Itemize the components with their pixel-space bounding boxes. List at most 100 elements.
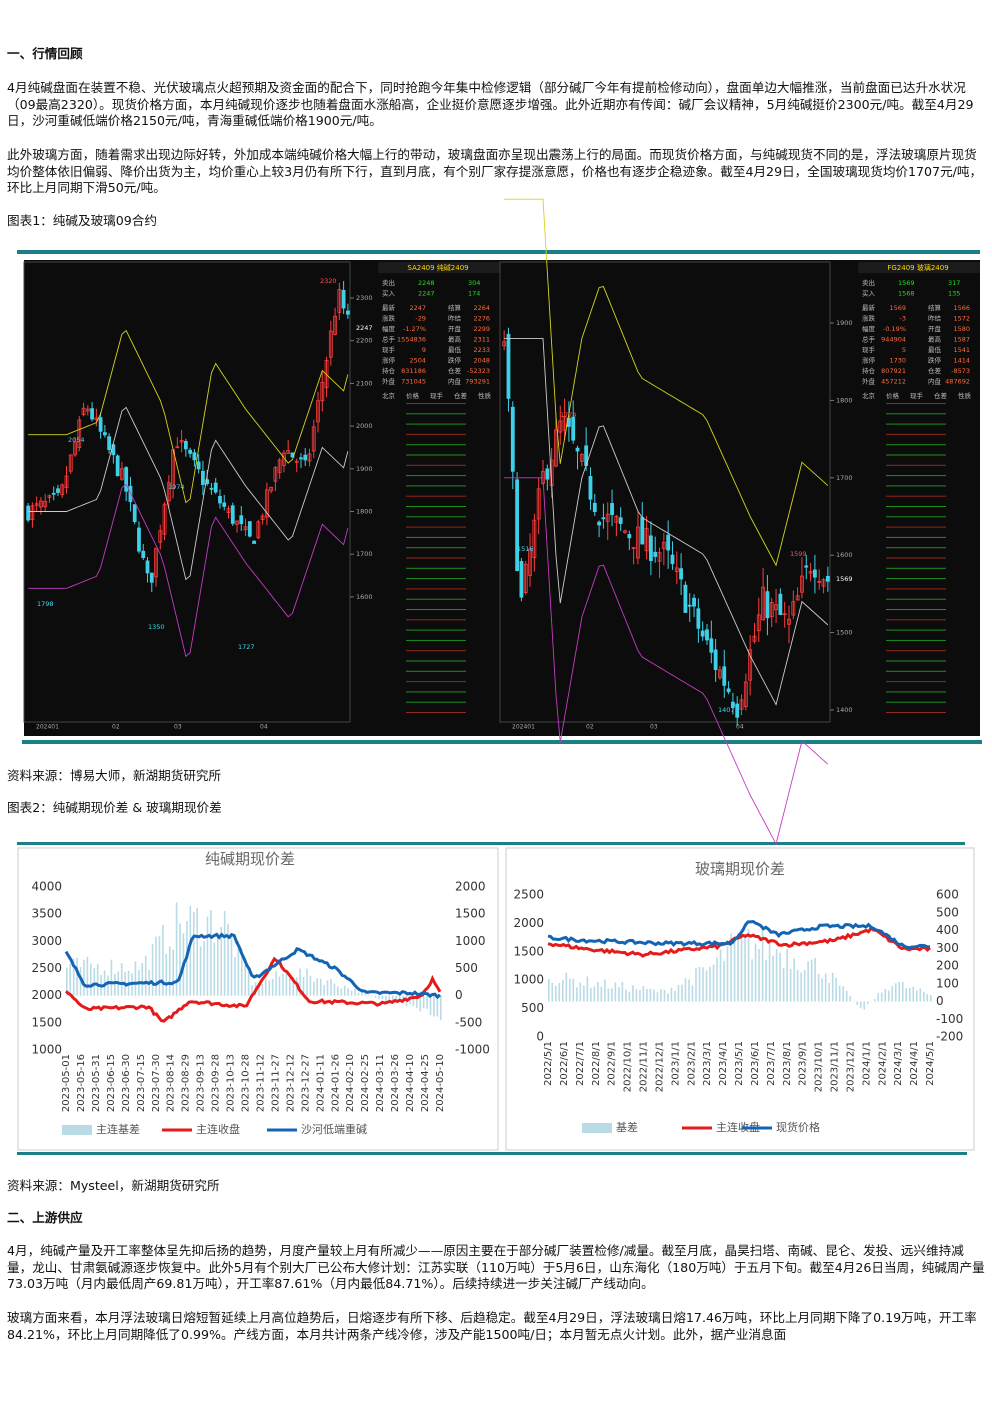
candle [510,406,515,472]
x-tick-label: 03 [650,724,658,731]
candle [264,489,269,518]
bar [364,993,367,996]
candle [43,500,48,508]
quote-cell: 持仓 [862,366,876,375]
candle [804,565,809,568]
candle [636,526,640,559]
bar [110,959,113,996]
quote-cell: 买入 [382,290,396,298]
legend-swatch [62,1125,92,1135]
candle [709,638,714,653]
x-tick-label: 2024-04-25 [420,1054,431,1112]
candle [657,552,662,562]
bar [859,1001,862,1009]
bar [716,957,718,1002]
x-tick-label: 2023-05-01 [61,1054,72,1112]
tick-row [886,526,946,528]
bar [268,980,271,996]
candle [502,341,507,347]
quote-cell: 793291 [465,378,490,386]
x-tick-label: 2024/3/1 [893,1041,904,1086]
bar [69,963,72,996]
chart-title: 玻璃期现价差 [695,860,785,878]
x-tick-label: 2024-04-10 [405,1054,416,1112]
candle [273,467,278,482]
bar [158,936,161,996]
bar [196,908,198,996]
bar [144,955,147,996]
paragraph: 玻璃方面来看，本月浮法玻璃日熔短暂延续上月高位趋势后，日熔逐步有所下移、后趋稳定… [7,1310,977,1342]
line [65,956,442,1023]
annotation: 1774 [560,411,577,419]
quote-cell: 807921 [881,367,906,375]
tick-row [886,495,946,497]
y2-tick-label: 500 [936,905,959,919]
candle [175,446,180,449]
bar [593,986,596,1002]
candle [26,505,31,521]
bar [388,995,391,1002]
bar [775,949,778,1002]
quote-cell: -0.19% [883,325,906,333]
caption: 图表1：纯碱及玻璃09合约 [7,213,157,228]
candle [188,449,193,454]
bar [107,975,109,996]
candle [320,381,325,402]
candle [825,575,830,582]
candle [748,649,753,681]
tick-row [886,567,946,569]
last-price: 1569 [836,575,853,583]
candle [618,517,623,524]
quote-cell: 最低 [448,345,462,354]
bar [357,992,360,996]
y2-tick-label: 100 [936,976,959,990]
quote-cell: 2247 [418,290,435,298]
bar [642,986,645,1002]
candle [247,521,252,537]
y-tick-label: 1600 [356,593,373,601]
tick-row [406,619,466,621]
quote-cell: 最新 [862,303,876,312]
y-tick-label: 2000 [31,988,62,1002]
candle [705,629,709,641]
bar [926,994,929,1002]
column-head: 现手 [430,391,444,400]
tick-row [886,588,946,590]
candle [120,468,124,480]
tick-row [406,712,466,713]
bar [96,963,99,996]
quote-cell: 1572 [953,315,970,323]
quote-cell: 487692 [945,378,970,386]
candle [90,408,94,420]
bar [667,993,669,1002]
tick-row [406,629,466,631]
candle [230,505,235,524]
column-head: 北京 [382,391,396,400]
bar [726,946,729,1002]
x-tick-label: 03 [174,724,182,731]
candle [774,604,778,611]
candle [679,568,684,580]
bar [422,995,425,1009]
bar [803,969,806,1002]
bar [83,959,85,996]
bar [412,995,415,1006]
bar [275,971,277,996]
candle [226,508,231,513]
bar [395,995,397,1002]
quote-cell: 买入 [862,290,876,298]
bar [877,993,880,1002]
bar [905,988,908,1002]
legend-label: 基差 [616,1120,638,1134]
y-tick-label: 2500 [513,888,544,902]
quote-cell: -1.27% [403,325,426,333]
tick-row [886,557,946,559]
quote-cell: 涨停 [862,356,876,365]
bar [93,968,96,996]
y2-tick-label: 400 [936,923,959,937]
annotation: 1727 [238,643,255,651]
bar [695,968,697,1002]
tick-row [406,578,466,580]
bar [614,982,617,1002]
bar [306,968,308,996]
